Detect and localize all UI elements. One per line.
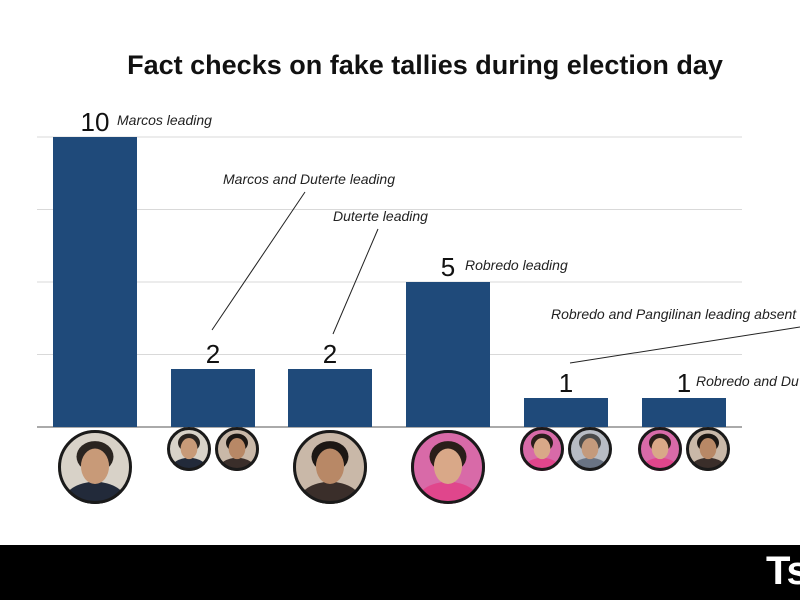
portrait-marcos xyxy=(167,427,211,471)
bar xyxy=(642,398,726,427)
bar xyxy=(406,282,490,427)
portraits xyxy=(58,427,730,504)
chart-title: Fact checks on fake tallies during elect… xyxy=(127,50,723,80)
leader-line xyxy=(211,191,306,331)
annotation-label: Marcos leading xyxy=(117,112,212,128)
annotation-label: Marcos and Duterte leading xyxy=(223,171,395,187)
portrait-duterte xyxy=(293,430,367,504)
leader-line xyxy=(569,326,800,364)
data-label: 1 xyxy=(677,368,691,398)
portrait-robredo xyxy=(411,430,485,504)
portrait-robredo xyxy=(520,427,564,471)
chart: Fact checks on fake tallies during elect… xyxy=(37,50,800,504)
data-label: 10 xyxy=(81,107,110,137)
bar xyxy=(524,398,608,427)
leader-line xyxy=(332,228,379,335)
bar xyxy=(53,137,137,427)
portrait-marcos xyxy=(58,430,132,504)
portrait-duterte xyxy=(215,427,259,471)
portrait-robredo xyxy=(638,427,682,471)
portrait-pangilinan xyxy=(568,427,612,471)
bar xyxy=(288,369,372,427)
annotation-label: Duterte leading xyxy=(333,208,428,224)
annotation-label: Robredo and Pangilinan leading absent xyxy=(551,306,797,322)
bar xyxy=(171,369,255,427)
brand-logo: Ts xyxy=(766,549,800,593)
data-label: 5 xyxy=(441,252,455,282)
labels: 10 Marcos leading 2 Marcos and Duterte lead… xyxy=(81,107,799,398)
data-label: 1 xyxy=(559,368,573,398)
annotation-label: Robredo leading xyxy=(465,257,568,273)
bars xyxy=(53,137,726,427)
footer-bar: Ts xyxy=(0,545,800,600)
annotation-label: Robredo and Du xyxy=(696,373,799,389)
annotation-leaders xyxy=(211,191,800,364)
data-label: 2 xyxy=(206,339,220,369)
portrait-duterte xyxy=(686,427,730,471)
data-label: 2 xyxy=(323,339,337,369)
